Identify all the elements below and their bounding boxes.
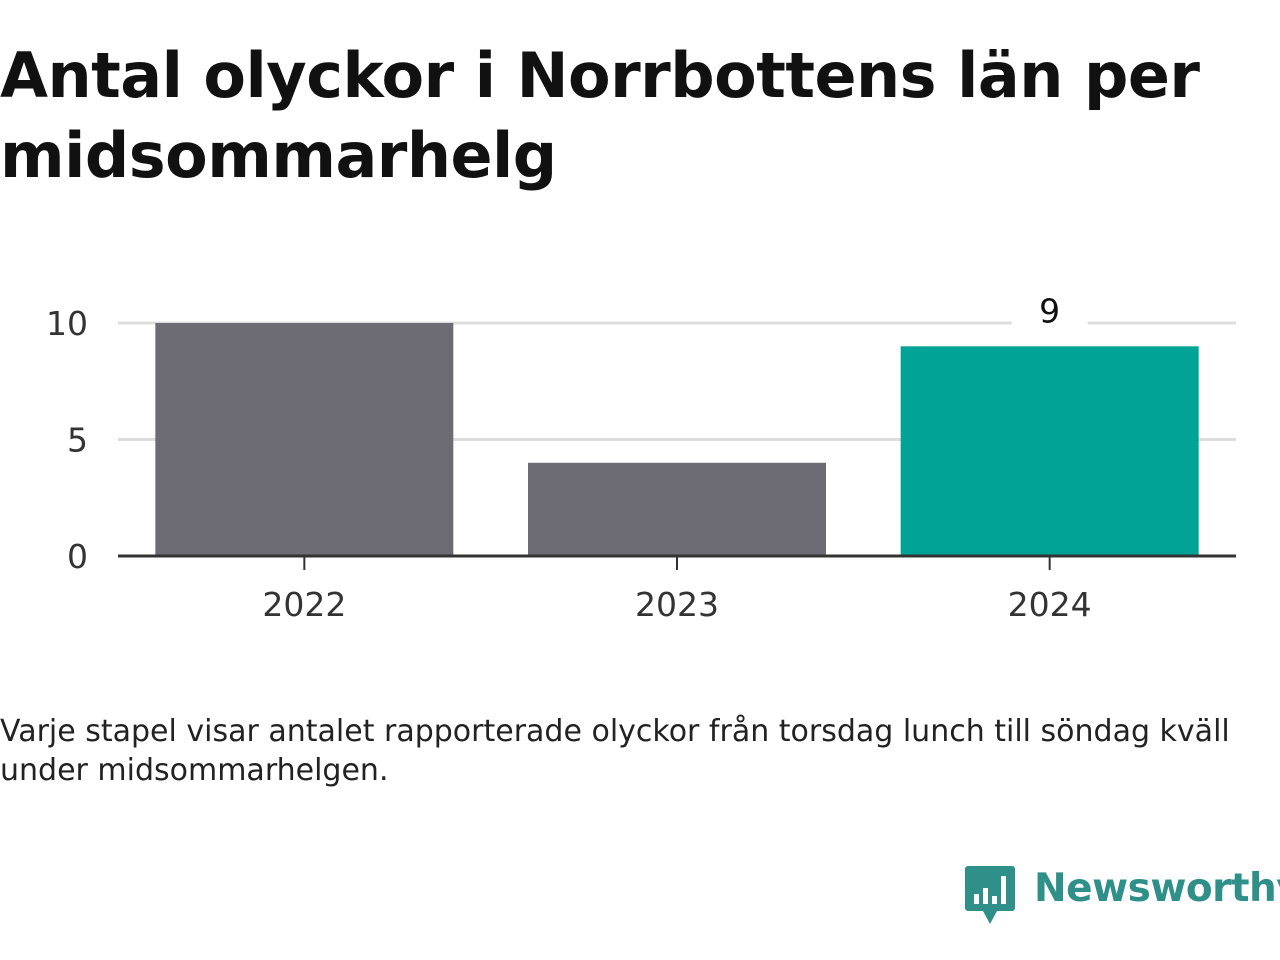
bar-chart: 0 5 10 9 2022 2023 2024: [46, 291, 1236, 624]
y-tick-label-0: 0: [67, 537, 88, 576]
x-tick-label-2022: 2022: [262, 585, 346, 624]
x-tick-labels: 2022 2023 2024: [262, 585, 1091, 624]
x-ticks: [303, 556, 1051, 570]
newsworthy-logo: Newsworthy: [964, 864, 1280, 928]
data-label-2024: 9: [1039, 291, 1060, 330]
y-tick-label-5: 5: [67, 421, 88, 460]
x-tick-label-2024: 2024: [1008, 585, 1092, 624]
brand-name: Newsworthy: [1034, 866, 1280, 911]
newsworthy-logo-icon: [965, 866, 1015, 924]
y-tick-label-10: 10: [46, 304, 88, 343]
y-tick-labels: 0 5 10: [46, 304, 88, 576]
bar-2023: [528, 462, 826, 556]
chart-caption: Varje stapel visar antalet rapporterade …: [0, 714, 1230, 788]
chart-title: Antal olyckor i Norrbottens län per mids…: [0, 39, 1200, 192]
bar-2024: [900, 346, 1199, 556]
bar-2022: [155, 323, 454, 556]
bars: [155, 323, 1199, 556]
x-tick-label-2023: 2023: [635, 585, 719, 624]
data-label-bg-2024: [1011, 306, 1088, 339]
data-labels: 9: [1011, 291, 1088, 339]
